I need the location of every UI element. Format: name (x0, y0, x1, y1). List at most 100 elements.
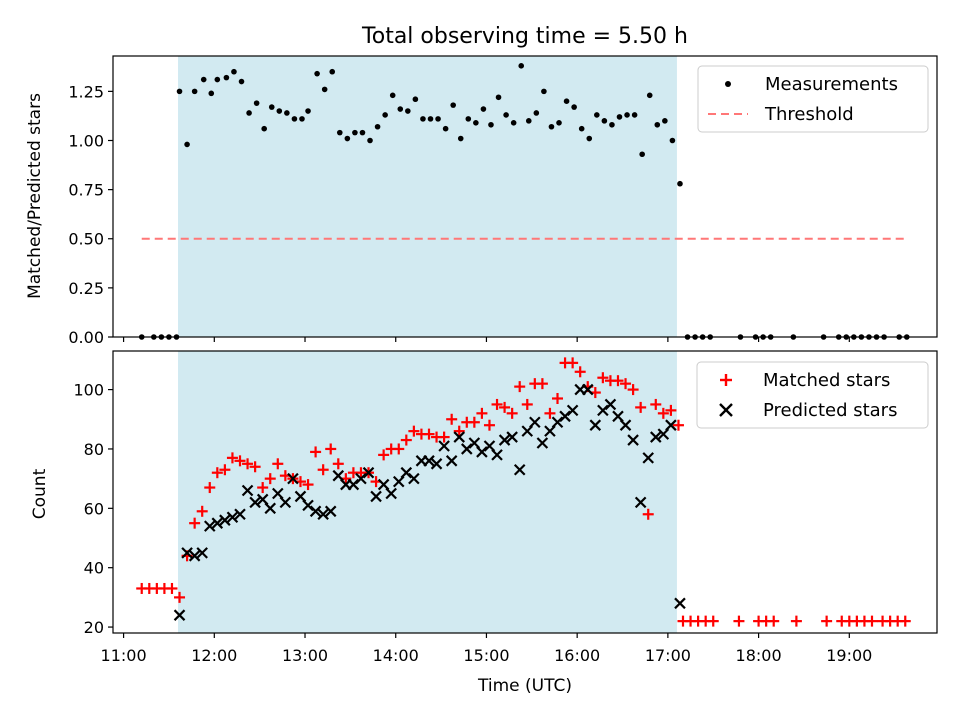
matched-star-point (446, 413, 458, 425)
matched-star-point (491, 398, 503, 410)
matched-star-point (476, 407, 488, 419)
matched-star-point (790, 615, 802, 627)
legend-marker-measurements (725, 81, 731, 87)
predicted-star-point (226, 511, 239, 524)
matched-star-point (627, 384, 639, 396)
measurement-point (200, 76, 207, 83)
predicted-star-point (234, 508, 246, 521)
panel-ratio: Total observing time = 5.50 h Matched/Pr… (25, 24, 938, 347)
predicted-star-point (249, 496, 261, 509)
matched-star-point (317, 464, 329, 476)
matched-star-point (234, 455, 246, 467)
plot-area-top (138, 63, 910, 340)
predicted-star-point (211, 517, 224, 529)
legend-box-top (697, 65, 929, 133)
predicted-star-point (324, 505, 337, 518)
x-tick-label: 12:00 (191, 646, 237, 665)
measurement-point (563, 98, 570, 104)
x-axis-label: Time (UTC) (477, 676, 572, 696)
measurement-point (231, 68, 237, 75)
measurement-point (525, 118, 532, 124)
matched-star-point (302, 479, 314, 491)
x-tick-label: 14:00 (373, 646, 419, 665)
predicted-star-point (347, 478, 360, 491)
predicted-star-point (309, 505, 322, 518)
measurement-point (321, 86, 328, 93)
predicted-star-point (219, 514, 231, 526)
predicted-star-point (317, 508, 329, 521)
matched-star-point (408, 425, 420, 437)
measurement-point (548, 123, 555, 130)
predicted-star-point (498, 434, 511, 446)
measurement-point (480, 106, 487, 112)
measurement-point (382, 112, 388, 118)
measurement-point (359, 129, 366, 136)
matched-star-point (620, 378, 632, 390)
measurement-point (305, 108, 311, 114)
measurement-point (677, 180, 683, 187)
matched-star-point (612, 375, 624, 387)
predicted-star-point (604, 398, 617, 411)
axes-frame-top (112, 55, 938, 338)
measurement-point (586, 135, 593, 142)
legend-marker-matched (720, 374, 732, 386)
matched-star-point (166, 582, 178, 594)
y-tick-label: 20 (84, 618, 104, 637)
matched-star-point (332, 458, 344, 470)
matched-star-point (672, 419, 684, 431)
predicted-star-point (400, 466, 413, 479)
measurement-point (594, 112, 600, 118)
matched-star-point (272, 458, 284, 470)
measurement-point (654, 121, 661, 128)
matched-star-point (552, 392, 564, 404)
predicted-star-point (619, 419, 632, 431)
measurement-point (329, 68, 336, 75)
measurement-point (518, 63, 525, 69)
matched-star-point (204, 482, 216, 494)
measurement-point (374, 123, 381, 130)
predicted-star-point (491, 449, 503, 461)
matched-star-point (574, 366, 586, 378)
measurement-point (533, 110, 540, 116)
predicted-star-point (634, 496, 647, 509)
matched-star-point (506, 407, 518, 419)
predicted-star-point (513, 463, 526, 476)
matched-star-point (665, 404, 677, 416)
measurement-point (367, 137, 373, 144)
measurement-point (662, 118, 668, 124)
measurement-point (405, 108, 411, 114)
predicted-star-point (203, 520, 216, 532)
predicted-star-point (355, 472, 367, 485)
x-tick-label: 19:00 (826, 646, 872, 665)
measurement-point (291, 116, 298, 122)
x-ticks: 11:00 12:00 13:00 14:00 15:00 16:00 17:00 18:00… (101, 337, 872, 665)
measurement-point (457, 135, 464, 142)
matched-star-point (257, 482, 269, 494)
matched-star-point (211, 467, 223, 479)
y-tick-label: 100 (73, 381, 104, 400)
matched-star-point (597, 372, 609, 384)
y-tick-label: 0.50 (68, 230, 104, 249)
measurement-point (238, 78, 245, 85)
y-axis-label-top: Matched/Predicted stars (25, 93, 45, 299)
matched-star-point (226, 452, 238, 464)
predicted-star-point (597, 404, 609, 417)
measurement-point (616, 114, 623, 120)
measurement-point (646, 92, 653, 99)
measurement-point (208, 90, 215, 97)
measurement-point (510, 120, 517, 126)
predicted-star-point (181, 547, 193, 559)
predicted-star-point (196, 547, 208, 559)
matched-star-point (310, 446, 322, 458)
matched-star-point (196, 505, 208, 517)
predicted-star-point (430, 458, 443, 470)
y-axis-label-bottom: Count (30, 468, 50, 519)
matched-star-point (536, 378, 548, 390)
measurement-point (503, 112, 509, 118)
legend-box-bottom (696, 361, 929, 429)
matched-star-point (174, 591, 186, 603)
measurement-point (495, 94, 502, 101)
matched-star-point (400, 434, 412, 446)
predicted-star-point (566, 404, 579, 417)
